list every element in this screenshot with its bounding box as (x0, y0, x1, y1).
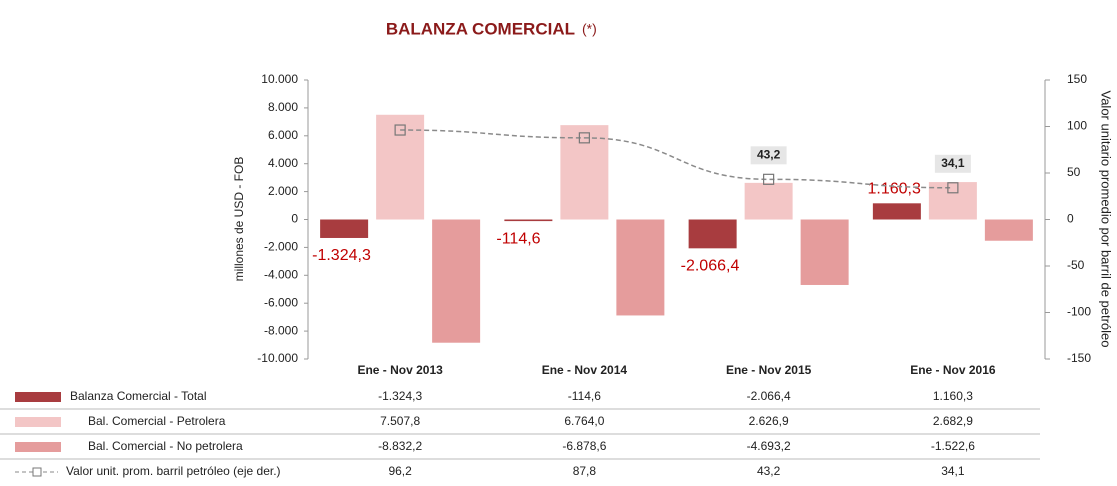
table-value: 7.507,8 (380, 414, 420, 428)
bar (872, 203, 921, 220)
legend-swatch (15, 417, 61, 427)
table-value: -4.693,2 (747, 439, 791, 453)
bar (616, 219, 665, 316)
y-tick-label: -4.000 (264, 267, 298, 281)
title-note: (*) (582, 21, 597, 37)
label-box (934, 154, 971, 173)
bar (376, 114, 425, 220)
legend-label: Balanza Comercial - Total (70, 389, 207, 403)
legend-marker (32, 467, 42, 477)
bar (560, 125, 609, 220)
table-value: 34,1 (941, 464, 965, 478)
table-value: -114,6 (568, 389, 601, 403)
y-tick-label: 4.000 (268, 156, 298, 170)
x-tick-label: Ene - Nov 2016 (910, 363, 996, 377)
line-marker (947, 182, 959, 194)
y2-tick-label: -150 (1067, 351, 1091, 365)
table-value: 6.764,0 (564, 414, 604, 428)
table-value: -8.832,2 (378, 439, 422, 453)
y-tick-label: -6.000 (264, 295, 298, 309)
table-value: -1.324,3 (378, 389, 422, 403)
y-tick-label: -8.000 (264, 323, 298, 337)
y2-tick-label: -100 (1067, 305, 1091, 319)
table-value: 43,2 (757, 464, 781, 478)
line-label: 34,1 (941, 156, 965, 170)
line-marker (394, 124, 406, 136)
line-marker (763, 173, 775, 185)
line (400, 129, 953, 189)
y-tick-label: 6.000 (268, 128, 298, 142)
table-value: 2.682,9 (933, 414, 973, 428)
table-value: 2.626,9 (749, 414, 789, 428)
y-tick-label: 0 (291, 212, 298, 226)
x-tick-label: Ene - Nov 2015 (726, 363, 812, 377)
table-value: 1.160,3 (933, 389, 973, 403)
bar (800, 219, 849, 285)
legend-swatch (15, 392, 61, 402)
y2-tick-label: 150 (1067, 72, 1087, 86)
y2-tick-label: 50 (1067, 165, 1081, 179)
data-label: -114,6 (496, 230, 540, 247)
y-axis-label: millones de USD - FOB (232, 157, 246, 282)
table-value: -2.066,4 (747, 389, 791, 403)
bar (688, 219, 737, 249)
y2-axis-label: Valor unitario promedio por barril de pe… (1099, 90, 1114, 347)
bar (320, 219, 369, 238)
x-tick-label: Ene - Nov 2014 (542, 363, 628, 377)
legend-label: Bal. Comercial - No petrolera (88, 439, 243, 453)
y2-tick-label: 100 (1067, 119, 1087, 133)
bar (928, 182, 977, 220)
table-value: 87,8 (573, 464, 597, 478)
bar (744, 182, 793, 220)
data-label: 1.160,3 (867, 181, 920, 198)
bar (504, 219, 553, 222)
y2-tick-label: -50 (1067, 258, 1085, 272)
legend-label: Bal. Comercial - Petrolera (88, 414, 226, 428)
label-box (750, 146, 787, 165)
table-value: 96,2 (388, 464, 412, 478)
legend-swatch (15, 442, 61, 452)
x-tick-label: Ene - Nov 2013 (357, 363, 443, 377)
data-label: -1.324,3 (312, 247, 371, 264)
line-label: 43,2 (757, 147, 781, 161)
chart-title: BALANZA COMERCIAL (386, 19, 575, 38)
y-tick-label: 10.000 (261, 72, 298, 86)
bar (432, 219, 481, 343)
legend-label: Valor unit. prom. barril petróleo (eje d… (66, 464, 281, 478)
y-tick-label: -2.000 (264, 240, 298, 254)
line-marker (578, 132, 590, 144)
y-tick-label: -10.000 (257, 351, 298, 365)
y-tick-label: 2.000 (268, 184, 298, 198)
y-tick-label: 8.000 (268, 100, 298, 114)
data-label: -2.066,4 (681, 258, 740, 275)
bar (984, 219, 1033, 241)
table-value: -6.878,6 (562, 439, 606, 453)
table-value: -1.522,6 (931, 439, 975, 453)
y2-tick-label: 0 (1067, 212, 1074, 226)
